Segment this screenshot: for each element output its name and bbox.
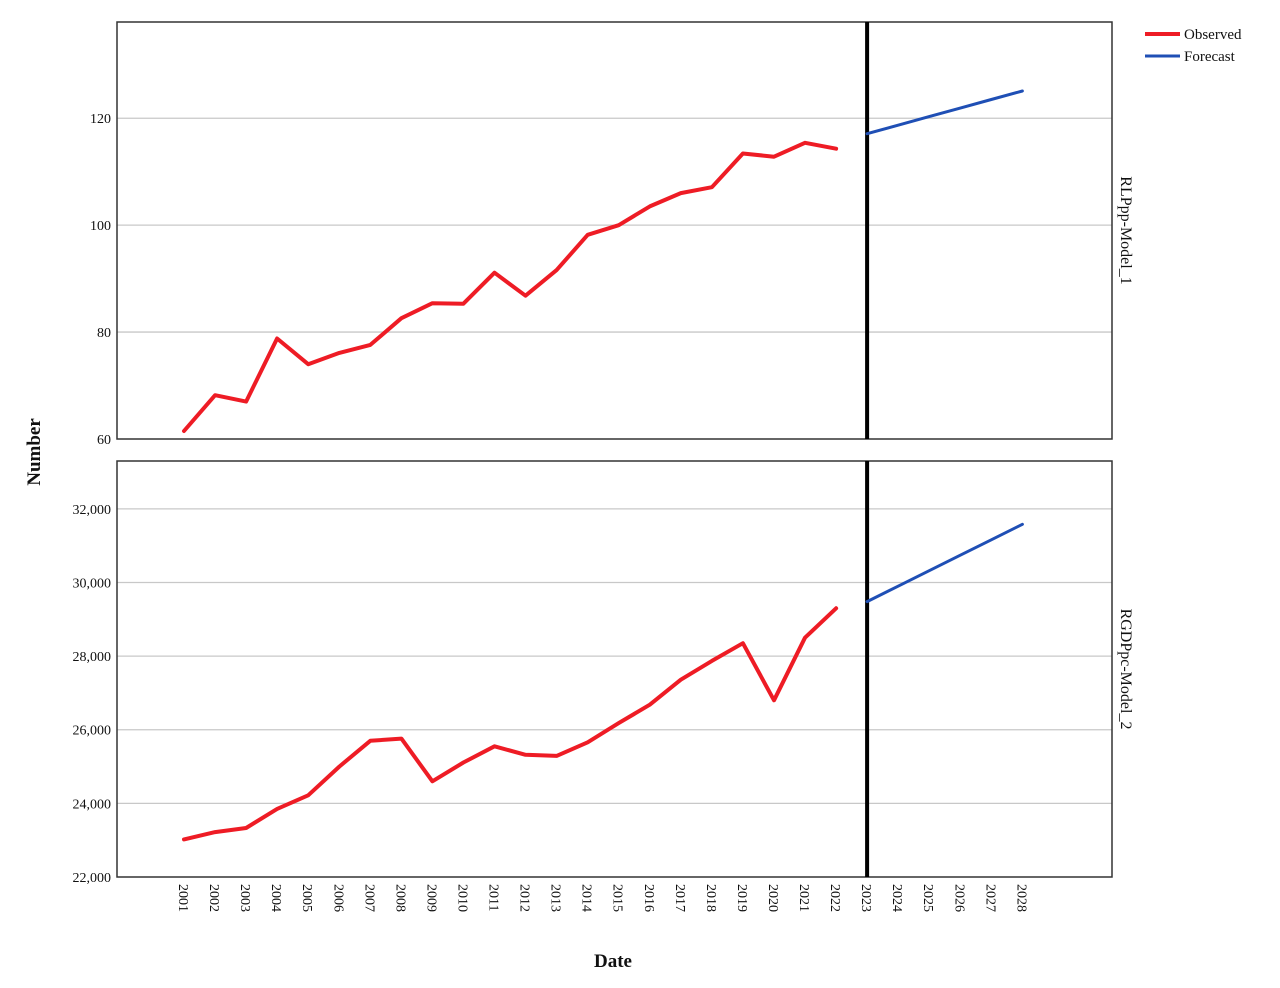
legend-label-observed: Observed: [1184, 27, 1242, 43]
x-tick-label: 2024: [889, 884, 904, 912]
panel-1: 60 80 100 120 RLPpp-Model_1: [90, 21, 1134, 448]
x-tick-label: 2011: [486, 884, 501, 911]
x-tick-label: 2028: [1013, 884, 1028, 912]
x-tick-label: 2013: [548, 884, 563, 912]
y-tick-label: 60: [97, 433, 111, 448]
x-axis-ticks: 2001 2002 2003 2004 2005 2006 2007 2008 2009 2010…: [175, 884, 1028, 912]
legend: Observed Forecast: [1145, 27, 1242, 65]
y-tick-label: 24,000: [73, 797, 112, 812]
x-tick-label: 2016: [641, 884, 656, 912]
panel-label: RGDPpc-Model_2: [1117, 609, 1134, 730]
series-line-observed: [182, 140, 839, 433]
x-tick-label: 2006: [330, 884, 345, 912]
series-line-forecast: [865, 89, 1024, 136]
x-tick-label: 2001: [175, 884, 190, 912]
x-tick-label: 2004: [268, 884, 283, 912]
panel-2: 22,000 24,000 26,000 28,000 30,000 32,000 RGDP…: [73, 460, 1134, 886]
x-tick-label: 2009: [423, 884, 438, 912]
x-tick-label: 2023: [858, 884, 873, 912]
x-axis-title: Date: [594, 951, 632, 972]
x-tick-label: 2019: [734, 884, 749, 912]
x-tick-label: 2015: [610, 884, 625, 912]
y-tick-label: 32,000: [73, 503, 112, 518]
x-tick-label: 2010: [454, 884, 469, 912]
y-tick-label: 22,000: [73, 871, 112, 886]
x-tick-label: 2002: [206, 884, 221, 912]
chart-panels: 60 80 100 120 RLPpp-Model_1 22,000 24,000 26,00…: [73, 21, 1134, 886]
y-tick-label: 28,000: [73, 650, 112, 665]
x-tick-label: 2027: [982, 884, 997, 912]
series-line-observed: [182, 606, 839, 842]
y-tick-label: 100: [90, 219, 111, 234]
x-tick-label: 2007: [361, 884, 376, 912]
x-tick-label: 2017: [672, 884, 687, 912]
legend-label-forecast: Forecast: [1184, 49, 1236, 65]
x-tick-label: 2005: [299, 884, 314, 912]
x-tick-label: 2021: [796, 884, 811, 912]
series-line-forecast: [865, 522, 1024, 604]
x-tick-label: 2022: [827, 884, 842, 912]
y-tick-label: 120: [90, 112, 111, 127]
x-tick-label: 2026: [951, 884, 966, 912]
x-tick-label: 2003: [237, 884, 252, 912]
panel-frame: [116, 21, 1113, 440]
x-tick-label: 2008: [392, 884, 407, 912]
x-tick-label: 2014: [579, 884, 594, 912]
panel-frame: [116, 460, 1113, 878]
x-tick-label: 2018: [703, 884, 718, 912]
y-axis-title: Number: [24, 418, 45, 486]
y-tick-label: 80: [97, 326, 111, 341]
x-tick-label: 2020: [765, 884, 780, 912]
x-tick-label: 2012: [517, 884, 532, 912]
y-tick-label: 30,000: [73, 576, 112, 591]
y-tick-label: 26,000: [73, 724, 112, 739]
x-tick-label: 2025: [920, 884, 935, 912]
panel-label: RLPpp-Model_1: [1117, 176, 1134, 284]
